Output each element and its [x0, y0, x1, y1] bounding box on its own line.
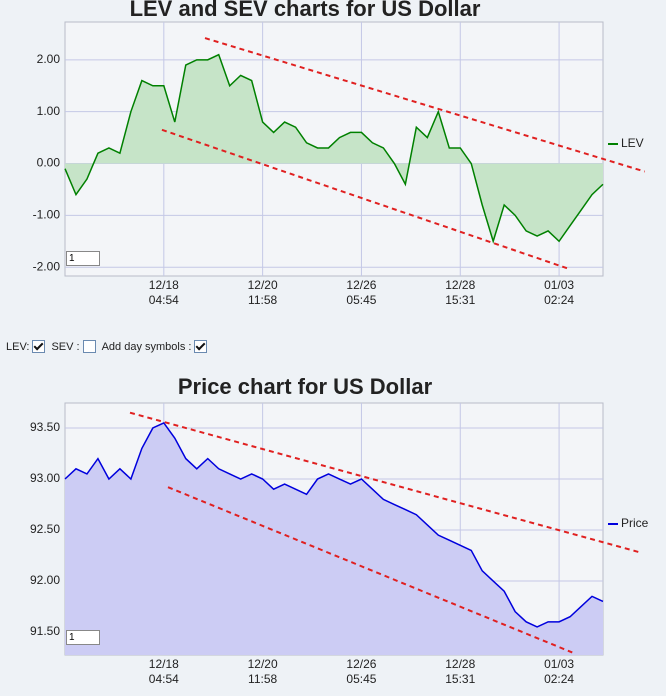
zoom-input[interactable]: 1	[66, 630, 100, 645]
x-tick-label: 12/26 05:45	[346, 278, 377, 307]
chart-title: Price chart for US Dollar	[178, 374, 433, 399]
line	[64, 421, 604, 628]
area-fill	[65, 422, 603, 655]
y-tick-label: 92.50	[30, 522, 60, 536]
y-tick-label: 93.50	[30, 420, 60, 434]
y-tick-label: 91.50	[30, 624, 60, 638]
legend-label: Price	[621, 516, 649, 530]
y-tick-label: -1.00	[33, 208, 61, 222]
x-tick-label: 12/26 05:45	[346, 657, 377, 686]
y-tick-label: 92.00	[30, 573, 60, 587]
control-label: SEV :	[51, 340, 80, 353]
controls: LEV: SEV : Add day symbols :	[6, 340, 210, 353]
x-tick-label: 12/18 04:54	[148, 657, 179, 686]
trend-line	[129, 411, 641, 554]
control-label: LEV:	[6, 340, 30, 353]
y-tick-label: 1.00	[37, 104, 61, 118]
y-tick-label: -2.00	[33, 259, 61, 273]
x-tick-label: 01/03 02:24	[544, 657, 575, 686]
x-tick-label: 12/20 11:58	[247, 657, 278, 686]
checkbox[interactable]	[32, 340, 46, 353]
checkbox[interactable]	[82, 340, 96, 353]
x-tick-label: 12/28 15:31	[445, 657, 476, 686]
trend-line	[167, 486, 573, 654]
checkbox[interactable]	[194, 340, 208, 353]
legend-label: LEV	[621, 136, 644, 150]
zoom-input[interactable]: 1	[66, 251, 100, 266]
x-tick-label: 12/18 04:54	[148, 278, 179, 307]
x-tick-label: 12/28 15:31	[445, 278, 476, 307]
x-tick-label: 12/20 11:58	[247, 278, 278, 307]
trend-line	[204, 37, 646, 173]
x-tick-label: 01/03 02:24	[544, 278, 575, 307]
control-label: Add day symbols :	[101, 340, 192, 353]
line	[64, 53, 604, 244]
y-tick-label: 93.00	[30, 471, 60, 485]
y-tick-label: 0.00	[37, 156, 61, 170]
area-fill	[65, 54, 603, 242]
chart-title: LEV and SEV charts for US Dollar	[130, 0, 481, 21]
y-tick-label: 2.00	[37, 52, 61, 66]
